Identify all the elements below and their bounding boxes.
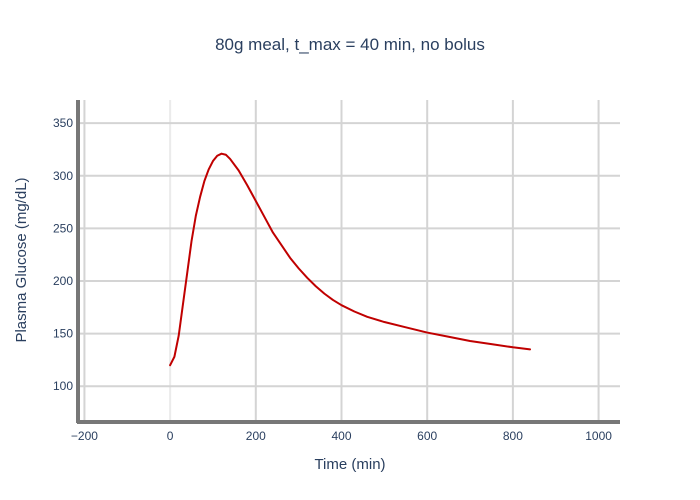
y-tick-label: 350: [53, 116, 73, 130]
x-axis-ticks: −200 0 200 400 600 800 1000: [71, 429, 612, 443]
x-tick-label: 800: [503, 429, 523, 443]
x-tick-label: 600: [417, 429, 437, 443]
y-tick-label: 200: [53, 274, 73, 288]
grid: [78, 100, 620, 422]
y-axis-ticks: 100 150 200 250 300 350: [53, 116, 73, 393]
plot-area: [169, 152, 532, 367]
y-tick-label: 250: [53, 221, 73, 235]
y-tick-label: 100: [53, 379, 73, 393]
x-tick-label: 400: [331, 429, 351, 443]
x-tick-label: −200: [71, 429, 98, 443]
x-tick-label: 200: [246, 429, 266, 443]
y-tick-label: 150: [53, 327, 73, 341]
axes: [76, 100, 620, 424]
chart-title: 80g meal, t_max = 40 min, no bolus: [215, 35, 485, 54]
glucose-series-line: [169, 152, 532, 367]
y-axis-title: Plasma Glucose (mg/dL): [13, 177, 30, 342]
y-tick-label: 300: [53, 169, 73, 183]
x-axis-title: Time (min): [314, 456, 385, 473]
x-tick-label: 0: [167, 429, 174, 443]
x-tick-label: 1000: [585, 429, 612, 443]
